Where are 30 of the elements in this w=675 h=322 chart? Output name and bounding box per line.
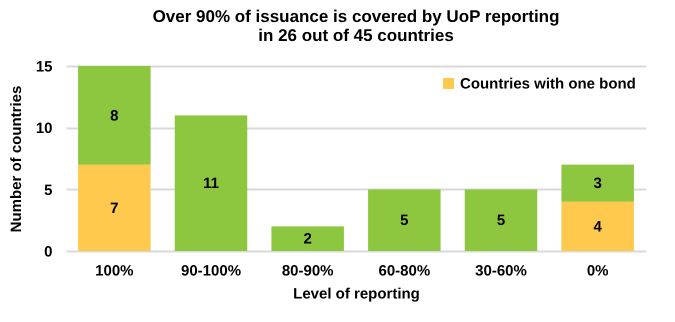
bar bbox=[78, 164, 151, 251]
x-axis-title: Level of reporting bbox=[293, 286, 420, 302]
bar bbox=[561, 202, 634, 251]
bar bbox=[368, 189, 441, 251]
y-tick-label: 15 bbox=[36, 58, 52, 76]
legend-label: Countries with one bond bbox=[460, 76, 636, 92]
data-label: 7 bbox=[110, 200, 119, 217]
x-tick-label: 60-80% bbox=[378, 262, 430, 280]
x-tick-label: 80-90% bbox=[282, 262, 334, 280]
data-label: 5 bbox=[496, 212, 506, 230]
y-tick-label: 5 bbox=[44, 182, 52, 199]
bar bbox=[464, 189, 538, 251]
bar bbox=[174, 115, 248, 251]
x-tick-label: 30-60% bbox=[475, 262, 527, 280]
x-tick-label: 90-100% bbox=[180, 262, 242, 280]
data-label: 8 bbox=[110, 107, 119, 124]
x-tick-label: 0% bbox=[586, 262, 609, 280]
data-label: 5 bbox=[400, 212, 409, 230]
data-label: 4 bbox=[593, 218, 602, 236]
data-label: 2 bbox=[303, 230, 312, 248]
y-tick-label: 0 bbox=[44, 244, 52, 260]
bar bbox=[561, 164, 634, 202]
chart-title: Over 90% of issuance is covered by UoP reporting in 26 out of 45 countries bbox=[152, 7, 560, 45]
bar bbox=[271, 226, 344, 251]
y-axis-title: Number of countries bbox=[8, 86, 25, 232]
y-tick-label: 10 bbox=[36, 120, 52, 138]
data-label: 3 bbox=[593, 175, 602, 192]
bar bbox=[78, 66, 151, 165]
data-label: 11 bbox=[203, 175, 219, 192]
x-tick-label: 100% bbox=[95, 262, 134, 280]
